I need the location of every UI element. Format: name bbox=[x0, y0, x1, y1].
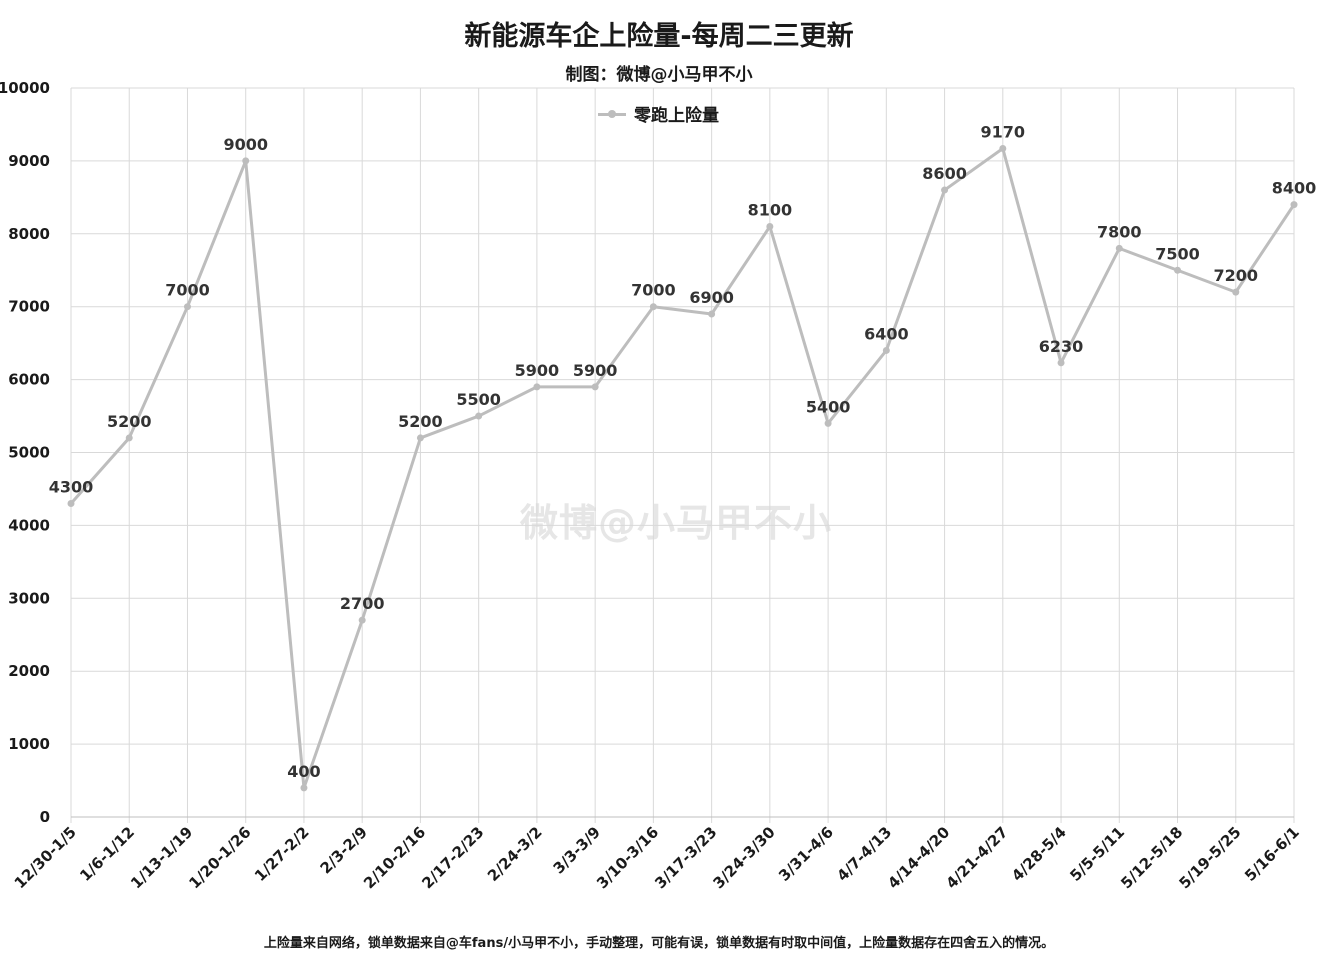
y-tick-label: 3000 bbox=[8, 589, 50, 607]
data-label: 400 bbox=[287, 762, 320, 781]
x-tick-label: 2/24-3/2 bbox=[484, 823, 546, 885]
data-label: 8100 bbox=[748, 201, 793, 220]
data-label: 5200 bbox=[398, 412, 443, 431]
x-tick-label: 3/10-3/16 bbox=[593, 823, 662, 892]
chart-title: 新能源车企上险量-每周二三更新 bbox=[464, 21, 854, 52]
data-label: 8400 bbox=[1272, 179, 1317, 198]
y-tick-label: 2000 bbox=[8, 662, 50, 680]
x-tick-label: 4/7-4/13 bbox=[833, 823, 895, 885]
x-tick-label: 4/21-4/27 bbox=[942, 823, 1011, 892]
series-line-lingpao bbox=[69, 147, 1296, 790]
data-point bbox=[183, 303, 191, 311]
x-tick-label: 1/20-1/26 bbox=[185, 823, 254, 892]
y-tick-label: 7000 bbox=[8, 298, 50, 316]
data-label: 2700 bbox=[340, 594, 385, 613]
data-point bbox=[1057, 359, 1065, 367]
data-point bbox=[1290, 201, 1298, 209]
data-point bbox=[300, 784, 308, 792]
series-group bbox=[67, 145, 1298, 792]
y-tick-label: 1000 bbox=[8, 735, 50, 753]
data-point bbox=[708, 310, 716, 318]
legend-swatch bbox=[598, 107, 626, 121]
data-point bbox=[649, 303, 657, 311]
x-tick-label: 1/27-2/2 bbox=[251, 823, 313, 885]
data-point bbox=[1115, 244, 1123, 252]
data-label: 7500 bbox=[1155, 244, 1200, 263]
y-tick-label: 5000 bbox=[8, 444, 50, 462]
data-point bbox=[416, 434, 424, 442]
data-point bbox=[242, 157, 250, 165]
data-point bbox=[358, 616, 366, 624]
x-tick-label: 2/10-2/16 bbox=[360, 823, 429, 892]
data-label: 5500 bbox=[456, 390, 501, 409]
data-point bbox=[125, 434, 133, 442]
data-label: 7200 bbox=[1213, 266, 1258, 285]
x-tick-label: 3/31-4/6 bbox=[775, 823, 837, 885]
y-tick-label: 0 bbox=[40, 808, 50, 826]
data-labels: 4300 5200 7000 9000 400 2700 5200 5500 5900 5900 7… bbox=[49, 123, 1317, 781]
data-label: 5400 bbox=[806, 397, 851, 416]
data-point bbox=[766, 223, 774, 231]
x-tick-label: 12/30-1/5 bbox=[11, 823, 80, 892]
data-point bbox=[1232, 288, 1240, 296]
x-tick-label: 5/5-5/11 bbox=[1066, 823, 1128, 885]
chart-subtitle: 制图：微博@小马甲不小 bbox=[565, 65, 753, 85]
y-tick-label: 4000 bbox=[8, 516, 50, 534]
x-tick-label: 3/24-3/30 bbox=[710, 823, 779, 892]
data-point bbox=[533, 383, 541, 391]
x-tick-label: 1/13-1/19 bbox=[127, 823, 196, 892]
x-tick-label: 1/6-1/12 bbox=[76, 823, 138, 885]
data-label: 5200 bbox=[107, 412, 152, 431]
data-label: 7000 bbox=[165, 281, 210, 300]
data-label: 7000 bbox=[631, 281, 676, 300]
data-label: 5900 bbox=[515, 361, 560, 380]
y-tick-label: 8000 bbox=[8, 225, 50, 243]
y-tick-label: 6000 bbox=[8, 371, 50, 389]
x-tick-label: 2/3-2/9 bbox=[317, 823, 371, 877]
x-tick-label: 4/14-4/20 bbox=[884, 823, 953, 892]
data-point bbox=[1174, 266, 1182, 274]
x-tick-label: 4/28-5/4 bbox=[1008, 823, 1070, 885]
legend: 零跑上险量 bbox=[598, 101, 719, 126]
footnote: 上险量来自网络，锁单数据来自@车fans/小马甲不小，手动整理，可能有误，锁单数… bbox=[263, 936, 1055, 951]
data-label: 6400 bbox=[864, 324, 909, 343]
data-point bbox=[824, 419, 832, 427]
data-label: 6230 bbox=[1039, 337, 1084, 356]
x-tick-label: 2/17-2/23 bbox=[418, 823, 487, 892]
data-label: 4300 bbox=[49, 478, 94, 497]
data-point bbox=[591, 383, 599, 391]
watermark: 微博@小马甲不小 bbox=[520, 501, 833, 545]
data-label: 6900 bbox=[689, 288, 734, 307]
data-label: 5900 bbox=[573, 361, 618, 380]
legend-label: 零跑上险量 bbox=[634, 106, 719, 126]
data-label: 9000 bbox=[223, 135, 268, 154]
data-label: 7800 bbox=[1097, 222, 1142, 241]
data-label: 8600 bbox=[922, 164, 967, 183]
y-tick-label: 9000 bbox=[8, 152, 50, 170]
data-point bbox=[67, 500, 75, 508]
data-point bbox=[882, 346, 890, 354]
x-tick-label: 3/17-3/23 bbox=[651, 823, 720, 892]
y-axis-ticks: 0 1000 2000 3000 4000 5000 6000 7000 8000 9000 100… bbox=[0, 79, 50, 826]
x-tick-label: 5/16-6/1 bbox=[1241, 823, 1303, 885]
data-point bbox=[941, 186, 949, 194]
data-point bbox=[475, 412, 483, 420]
x-tick-label: 5/12-5/18 bbox=[1117, 823, 1186, 892]
gridlines bbox=[70, 87, 1295, 823]
x-tick-label: 3/3-3/9 bbox=[550, 823, 604, 877]
x-tick-label: 5/19-5/25 bbox=[1175, 823, 1244, 892]
y-tick-label: 10000 bbox=[0, 79, 50, 97]
data-point bbox=[999, 145, 1007, 153]
data-label: 9170 bbox=[981, 123, 1026, 142]
x-axis-ticks: 12/30-1/51/6-1/121/13-1/191/20-1/261/27-… bbox=[11, 823, 1303, 892]
